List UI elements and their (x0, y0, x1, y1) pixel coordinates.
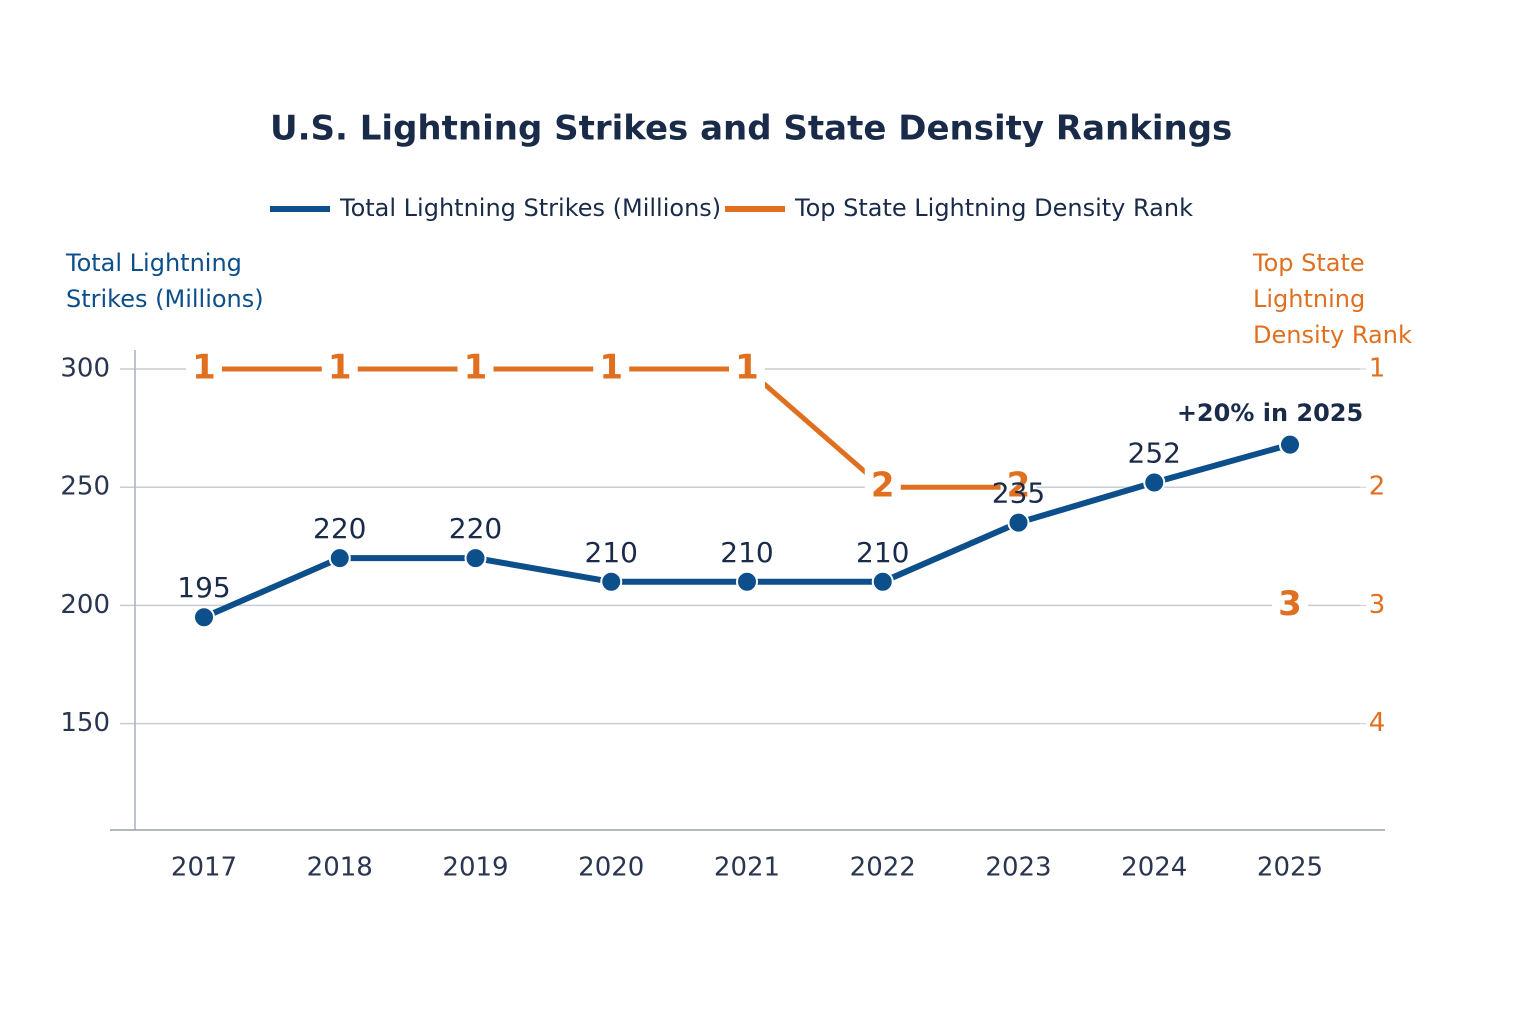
x-tick-label: 2022 (850, 853, 916, 883)
x-tick-label: 2021 (714, 853, 780, 883)
y2-axis-title: Top State (1252, 249, 1365, 277)
x-tick-label: 2017 (171, 853, 237, 883)
rank-label: 1 (599, 348, 623, 388)
point (600, 570, 623, 593)
point (1143, 471, 1166, 494)
x-tick-label: 2025 (1257, 853, 1323, 883)
y2-tick-label: 3 (1369, 590, 1386, 620)
data-label: 252 (1128, 436, 1181, 469)
rank-label-bg (321, 349, 358, 389)
y2-axis-title: Density Rank (1253, 321, 1412, 349)
point (464, 547, 487, 570)
point (736, 570, 758, 593)
point (1007, 511, 1030, 534)
point (1279, 433, 1301, 456)
x-tick-label: 2019 (442, 853, 508, 883)
rank-label-bg (1000, 467, 1037, 508)
y2-tick-label: 2 (1369, 472, 1386, 502)
rank-label-bg (729, 349, 765, 389)
x-tick-label: 2024 (1121, 853, 1187, 883)
y-tick-label: 250 (60, 472, 110, 502)
data-label: 210 (856, 536, 909, 569)
rank-label-bg (1272, 585, 1308, 626)
rank-label-bg (864, 467, 901, 508)
y2-tick-label: 1 (1369, 354, 1386, 384)
point (328, 547, 351, 570)
chart-title: U.S. Lightning Strikes and State Density… (270, 109, 1232, 149)
y2-tick-label: 4 (1369, 708, 1386, 738)
x-tick-label: 2018 (307, 853, 373, 883)
rank-label: 1 (735, 348, 759, 388)
rank-label: 2 (871, 466, 895, 506)
rank-label: 1 (464, 348, 488, 388)
y-axis-title: Strikes (Millions) (66, 285, 264, 313)
data-label: 220 (449, 512, 502, 545)
rank-label-bg (593, 349, 630, 389)
point (871, 570, 894, 593)
y-tick-label: 200 (60, 590, 110, 620)
data-label: 235 (992, 477, 1045, 510)
rank-label: 1 (328, 348, 352, 388)
rank-label: 2 (1007, 466, 1031, 506)
point (193, 606, 215, 629)
y-axis-title: Total Lightning (65, 249, 242, 277)
legend-label: Top State Lightning Density Rank (794, 194, 1193, 222)
rank-label: 1 (192, 348, 216, 388)
data-label: 220 (313, 512, 366, 545)
annotation: +20% in 2025 (1177, 399, 1363, 427)
rank-label: 3 (1278, 584, 1302, 624)
x-tick-label: 2023 (985, 853, 1051, 883)
rank-label-bg (186, 349, 222, 389)
data-label: 195 (177, 571, 230, 604)
x-tick-label: 2020 (578, 853, 644, 883)
y2-axis-title: Lightning (1253, 285, 1365, 313)
data-label: 210 (585, 536, 638, 569)
rank-label-bg (457, 349, 494, 389)
y-tick-label: 150 (60, 708, 110, 738)
y-tick-label: 300 (60, 354, 110, 384)
legend-label: Total Lightning Strikes (Millions) (339, 194, 721, 222)
data-label: 210 (720, 536, 773, 569)
